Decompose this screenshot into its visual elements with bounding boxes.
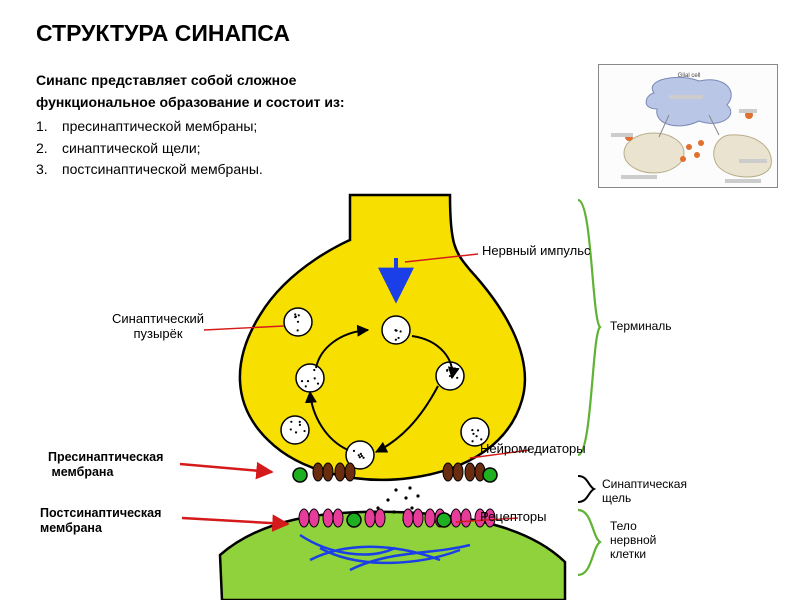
label-presynaptic-membrane: Пресинаптическая мембрана (48, 450, 163, 480)
brace-soma (578, 510, 600, 575)
list-text: синаптической щели; (62, 140, 201, 156)
brace-terminal (578, 200, 600, 455)
label-terminal-brace: Терминаль (610, 320, 672, 334)
list-item: 1.пресинаптической мембраны; (36, 116, 263, 138)
list-num: 3. (36, 159, 62, 181)
axon-terminal (240, 195, 525, 480)
cytoskeleton (300, 535, 470, 570)
list-text: постсинаптической мембраны. (62, 161, 263, 177)
label-cleft-brace: Синаптическаящель (602, 478, 687, 506)
component-list: 1.пресинаптической мембраны; 2.синаптиче… (36, 116, 263, 181)
brace-cleft (578, 476, 594, 502)
intro-line-2: функциональное образование и состоит из: (36, 92, 345, 114)
list-num: 1. (36, 116, 62, 138)
presynaptic-channels (313, 463, 485, 481)
label-nerve-impulse: Нервный импульс (482, 244, 590, 259)
vesicle-group (281, 308, 489, 469)
neurotransmitter-dots (376, 486, 421, 521)
postsynaptic-soma (220, 512, 565, 600)
postsynaptic-receptors (299, 509, 495, 527)
list-item: 3.постсинаптической мембраны. (36, 159, 263, 181)
label-neuromediators: Нейромедиаторы (480, 442, 586, 457)
list-num: 2. (36, 138, 62, 160)
label-receptors: Рецепторы (480, 510, 547, 525)
label-vesicle: Синаптическийпузырёк (112, 312, 204, 342)
vesicle-cycle-arrows (310, 330, 452, 452)
thumb-title: Glial cell (678, 73, 701, 79)
page-title: СТРУКТУРА СИНАПСА (36, 20, 290, 47)
label-soma-brace: Телонервнойклетки (610, 520, 656, 561)
label-postsynaptic-membrane: Постсинаптическаямембрана (40, 506, 161, 536)
intro-line-1: Синапс представляет собой сложное (36, 70, 345, 92)
inset-thumbnail: Glial cell (598, 64, 778, 188)
pointer-lines (180, 254, 530, 524)
green-receptor-top (293, 468, 497, 482)
list-item: 2.синаптической щели; (36, 138, 263, 160)
intro-text: Синапс представляет собой сложное функци… (36, 70, 345, 113)
list-text: пресинаптической мембраны; (62, 118, 257, 134)
green-receptor-bottom (347, 513, 451, 527)
